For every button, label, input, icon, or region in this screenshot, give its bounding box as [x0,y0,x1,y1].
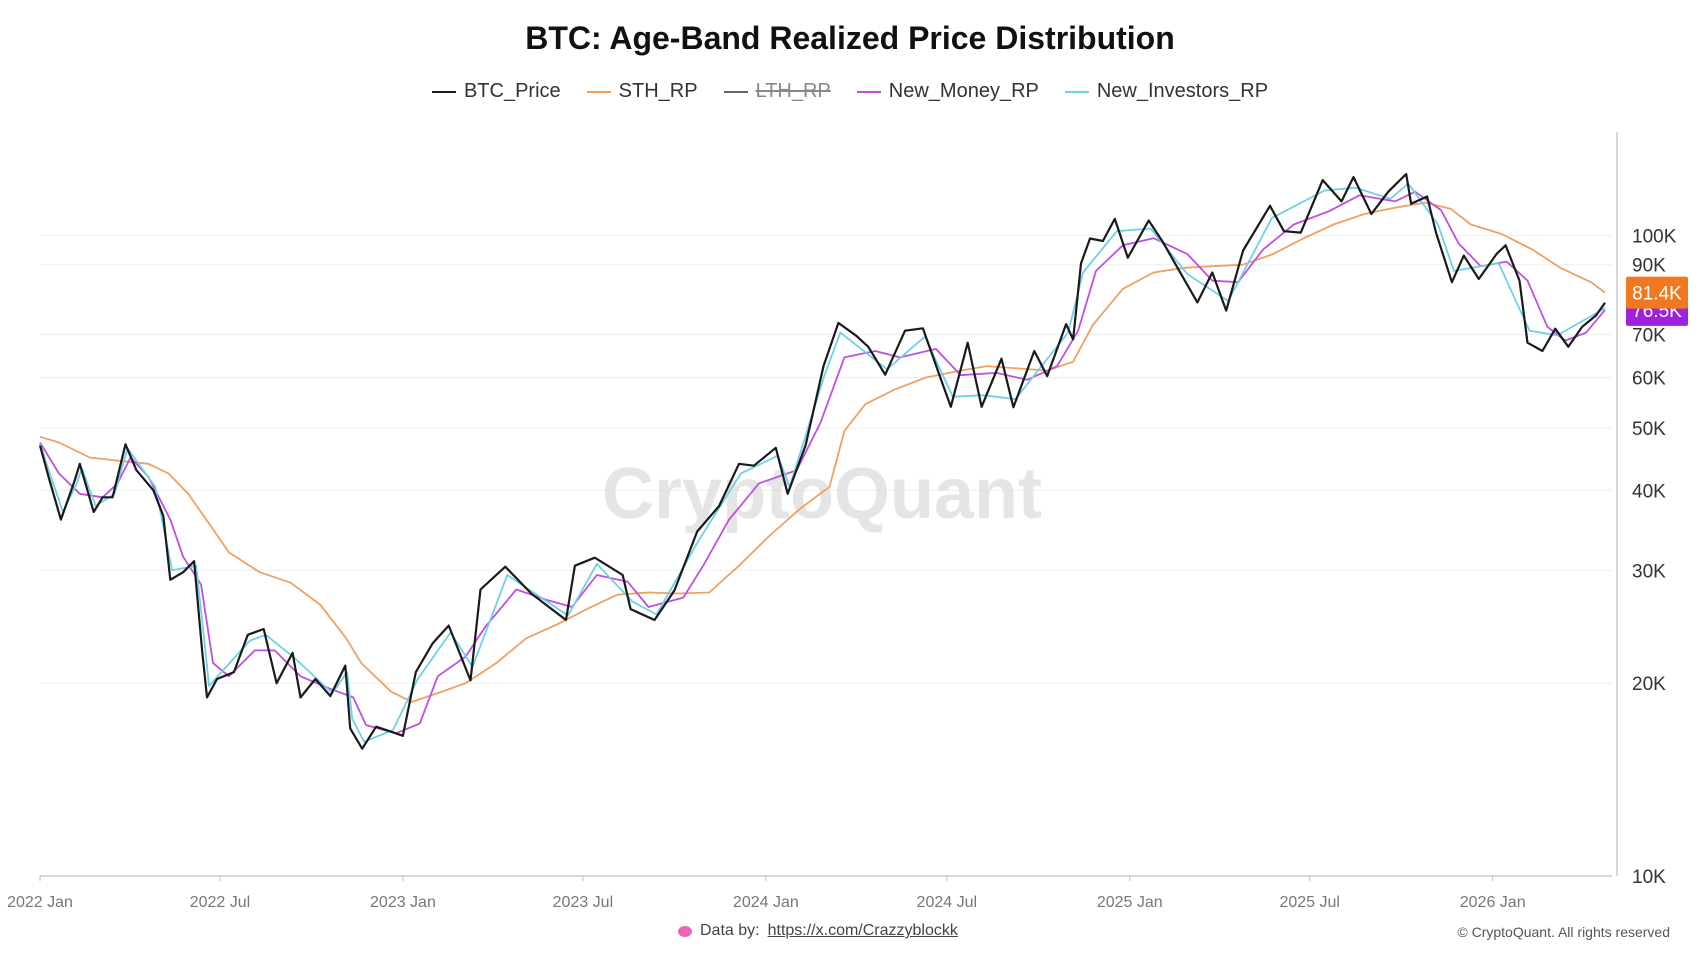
y-tick-label: 20K [1632,674,1666,695]
y-tick-label: 40K [1632,481,1666,502]
legend-item-new-money-rp[interactable]: New_Money_RP [856,80,1039,103]
brain-icon [678,925,692,937]
data-by-label: Data by: [700,922,760,939]
copyright-notice: © CryptoQuant. All rights reserved [1457,924,1670,940]
x-tick-label: 2022 Jul [190,894,251,911]
legend-label: LTH_RP [755,80,831,102]
y-tick-label: 30K [1632,561,1666,582]
x-tick-label: 2024 Jul [917,894,978,911]
x-tick-label: 2023 Jul [553,894,614,911]
x-tick-label: 2025 Jul [1279,894,1340,911]
legend-item-btc-price[interactable]: BTC_Price [431,80,561,103]
last-value-label: 81.4K [1632,284,1682,305]
data-source-link[interactable]: https://x.com/Crazzyblockk [767,922,958,939]
chart-legend: BTC_Price STH_RP LTH_RP New_Money_RP New_Inv… [0,80,1700,103]
x-tick-label: 2025 Jan [1097,894,1163,911]
watermark-text: CryptoQuant [602,454,1042,534]
y-tick-label: 60K [1632,368,1666,389]
legend-swatch [723,90,748,93]
legend-label: STH_RP [618,80,698,102]
y-tick-label: 50K [1632,419,1666,440]
series-line-sth-rp [39,201,1606,703]
y-tick-label: 10K [1632,867,1666,888]
legend-label: BTC_Price [463,80,561,102]
data-source-credit: Data by: https://x.com/Crazzyblockk [678,922,958,940]
x-tick-label: 2023 Jan [370,894,436,911]
x-tick-label: 2024 Jan [733,894,799,911]
legend-item-sth-rp[interactable]: STH_RP [586,80,698,103]
legend-swatch [1064,90,1089,93]
legend-swatch [856,90,881,93]
legend-label: New_Investors_RP [1096,80,1269,102]
legend-item-new-investors-rp[interactable]: New_Investors_RP [1064,80,1269,103]
series-line-btc-price [38,172,1606,750]
y-tick-label: 100K [1632,226,1677,247]
series-line-new-money-rp [39,190,1606,735]
legend-swatch [431,90,456,93]
legend-item-lth-rp[interactable]: LTH_RP [723,80,831,103]
legend-swatch [586,90,611,93]
x-tick-label: 2022 Jan [7,894,73,911]
y-tick-label: 70K [1632,326,1666,347]
x-tick-label: 2026 Jan [1460,894,1526,911]
series-line-new-investors-rp [39,182,1606,743]
chart-title: BTC: Age-Band Realized Price Distributio… [525,20,1175,56]
legend-label: New_Money_RP [888,80,1039,102]
y-tick-label: 90K [1632,256,1666,277]
last-value-badge-sth-rp [1626,276,1688,309]
